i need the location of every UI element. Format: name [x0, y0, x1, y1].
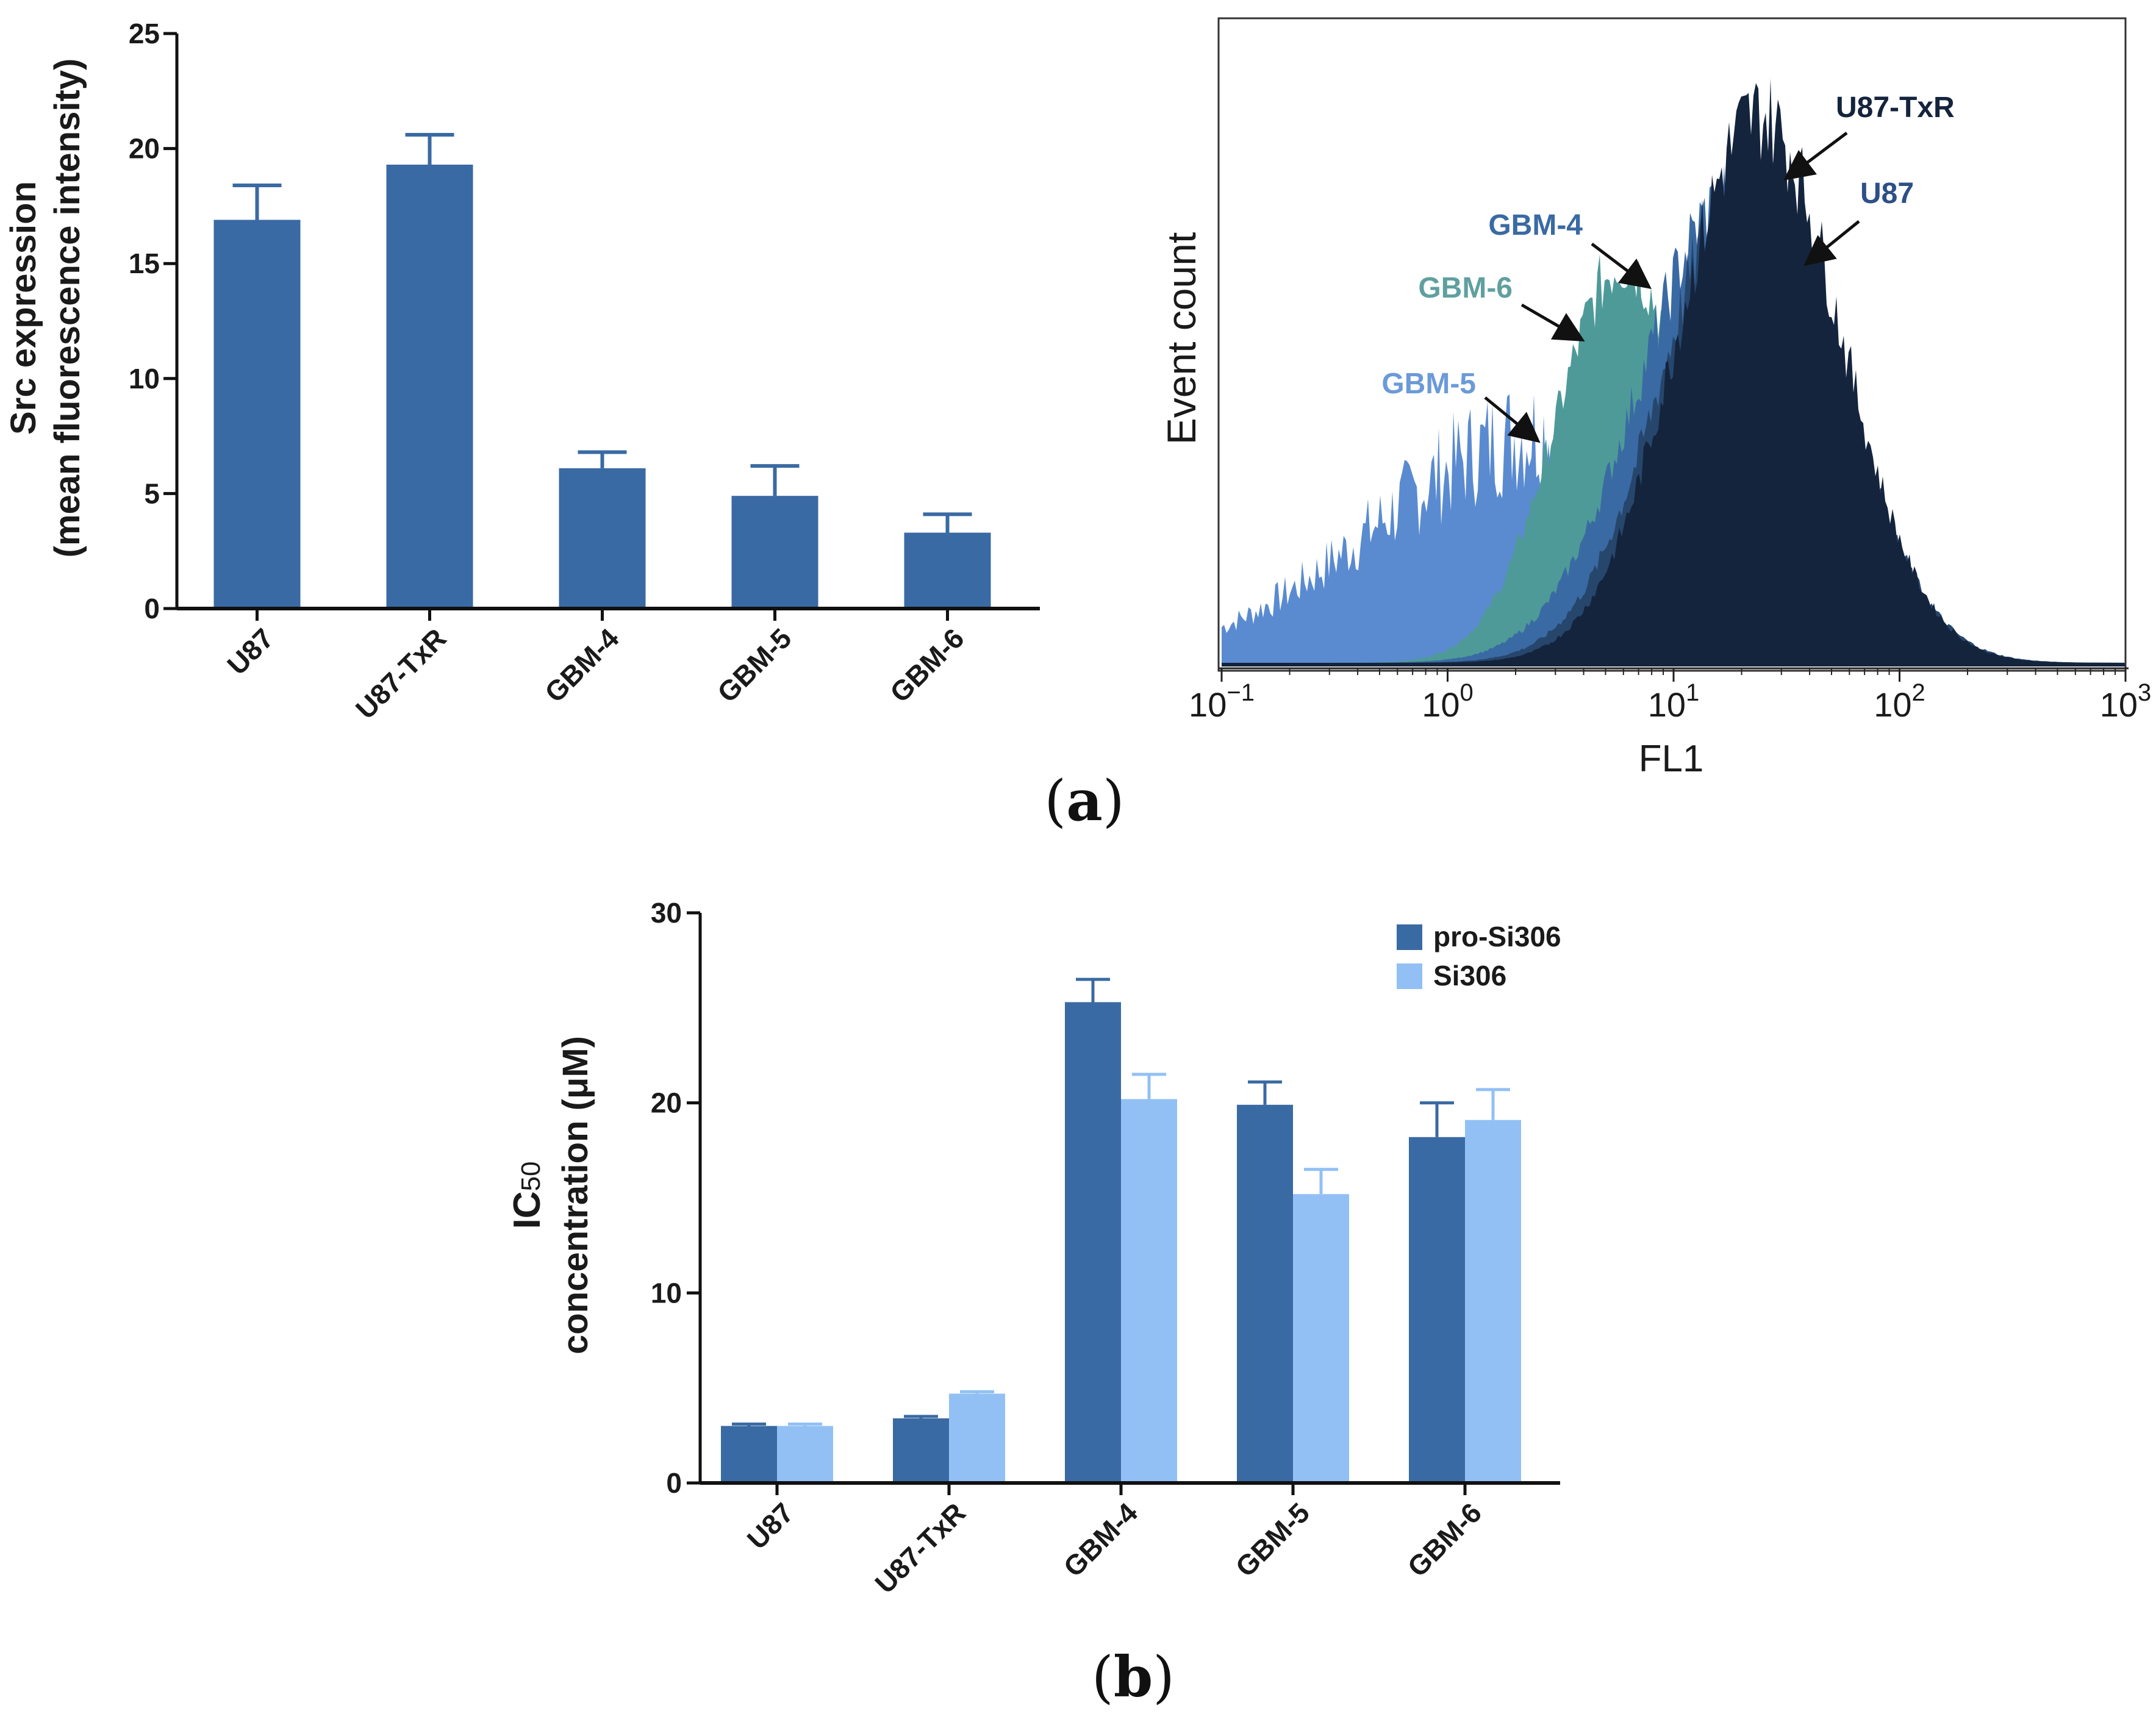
histogram-y-axis-label: Event count — [1159, 232, 1204, 445]
tick-exponent: 0 — [1460, 679, 1474, 706]
tick-exponent: −1 — [1227, 679, 1255, 706]
bar-pro-si306-gbm-6 — [1409, 1137, 1465, 1483]
histogram-x-tick-label-1: 100 — [1422, 679, 1474, 724]
annotation-label-gbm-5: GBM-5 — [1381, 368, 1476, 400]
bar-pro-si306-u87-txr — [893, 1418, 949, 1483]
y-tick-label-20: 20 — [651, 1087, 682, 1119]
x-tick-label-u87: U87 — [741, 1496, 800, 1555]
bar-si306-u87 — [777, 1426, 833, 1483]
x-axis-group: 10−1 100 101 102 103 — [1189, 667, 2152, 724]
histogram-area-u87-txr — [1222, 78, 2126, 666]
histogram-x-tick-label-3: 102 — [1874, 679, 1925, 724]
panel-label-b-text: b — [1114, 1644, 1153, 1710]
x-tick-label-gbm-4: GBM-4 — [539, 622, 625, 709]
svg-text:(b): (b) — [1092, 1644, 1175, 1710]
src-expression-bar-chart: 0 5 10 15 20 25 U87 U87-TxR GBM-4 GBM-5 GBM-6 Src … — [4, 18, 1040, 725]
ic50-ylabel-subscript: 50 — [516, 1162, 546, 1191]
y-tick-label-20: 20 — [129, 133, 160, 165]
histogram-x-tick-label-4: 103 — [2100, 679, 2152, 724]
y-tick-label-30: 30 — [651, 897, 682, 929]
x-tick-label-gbm-6: GBM-6 — [1401, 1496, 1488, 1583]
ic50-ylabel-line2: concentration (μM) — [556, 1036, 595, 1354]
x-tick-label-u87-txr: U87-TxR — [868, 1496, 972, 1599]
ic50-ylabel-main: IC — [506, 1191, 548, 1229]
histogram-x-tick-label-0: 10−1 — [1189, 679, 1255, 724]
annotations-group: U87-TxR U87 GBM-4 GBM-6 GBM-5 — [1381, 91, 1955, 443]
y-tick-label-5: 5 — [144, 477, 160, 509]
annotation-arrow-u87-txr — [1783, 132, 1848, 180]
bar-gbm-5 — [731, 496, 818, 609]
tick-base: 10 — [1648, 685, 1686, 724]
y-axis-label-line1: Src expression — [4, 181, 43, 435]
x-tick-label-gbm-6: GBM-6 — [884, 622, 970, 709]
annotation-arrow-gbm-6 — [1520, 303, 1585, 342]
bar-u87-txr — [386, 165, 473, 609]
annotation-arrow-gbm-4 — [1591, 243, 1652, 290]
bar-pro-si306-u87 — [721, 1426, 777, 1483]
flow-cytometry-histogram: 10−1 100 101 102 103 U87-TxRU87GBM-4GBM-6GBM… — [1159, 17, 2152, 780]
annotation-label-gbm-6: GBM-6 — [1418, 272, 1513, 304]
legend-label-pro-si306: pro-Si306 — [1433, 921, 1561, 952]
legend-label-si306: Si306 — [1433, 960, 1506, 991]
annotation-label-u87-txr: U87-TxR — [1836, 91, 1955, 124]
bars-group — [213, 132, 991, 609]
tick-exponent: 3 — [2138, 679, 2151, 706]
y-tick-label-25: 25 — [129, 18, 160, 49]
histogram-x-axis-label: FL1 — [1639, 738, 1704, 780]
svg-text:IC50: IC50 — [506, 1162, 548, 1229]
bar-gbm-4 — [559, 468, 646, 609]
bar-pro-si306-gbm-5 — [1237, 1104, 1293, 1483]
panel-label-a-text: a — [1066, 768, 1103, 834]
y-axis-label-line2: (mean fluorescence intensity) — [48, 59, 87, 558]
x-tick-label-gbm-5: GBM-5 — [711, 622, 798, 709]
tick-exponent: 2 — [1912, 679, 1925, 706]
annotation-label-u87: U87 — [1860, 177, 1914, 210]
annotation-label-gbm-4: GBM-4 — [1488, 209, 1583, 241]
bars-group — [721, 977, 1521, 1483]
annotation-arrow-gbm-5 — [1484, 396, 1541, 443]
tick-base: 10 — [2100, 685, 2138, 724]
y-tick-label-10: 10 — [651, 1277, 682, 1309]
x-tick-label-gbm-5: GBM-5 — [1229, 1496, 1316, 1583]
x-tick-label-u87-txr: U87-TxR — [349, 622, 453, 725]
ic50-grouped-bar-chart: 0 10 20 30 U87 U87-TxR GBM-4 GBM-5 GBM-6 pro-Si3… — [506, 897, 1561, 1599]
plot-frame — [1217, 17, 2127, 672]
y-tick-label-0: 0 — [144, 593, 160, 624]
x-tick-label-gbm-4: GBM-4 — [1057, 1496, 1144, 1583]
bar-si306-u87-txr — [949, 1393, 1005, 1483]
y-tick-label-15: 15 — [129, 248, 160, 279]
y-tick-label-0: 0 — [666, 1467, 682, 1499]
legend-swatch-si306 — [1397, 963, 1422, 989]
bar-si306-gbm-5 — [1293, 1194, 1349, 1483]
tick-base: 10 — [1422, 685, 1459, 724]
annotation-arrow-u87 — [1803, 220, 1860, 266]
panel-label-b: (b) — [1092, 1644, 1175, 1710]
histogram-x-tick-label-2: 101 — [1648, 679, 1700, 724]
tick-base: 10 — [1189, 685, 1227, 724]
histogram-area-gbm-5 — [1222, 394, 2126, 666]
bar-gbm-6 — [904, 532, 991, 609]
histogram-areas — [1222, 78, 2126, 666]
bar-si306-gbm-6 — [1465, 1120, 1521, 1483]
bar-u87 — [213, 220, 301, 609]
tick-exponent: 1 — [1686, 679, 1699, 706]
tick-base: 10 — [1874, 685, 1911, 724]
panel-label-a: (a) — [1044, 768, 1124, 834]
bar-si306-gbm-4 — [1121, 1099, 1177, 1483]
svg-text:(a): (a) — [1044, 768, 1124, 834]
legend: pro-Si306 Si306 — [1397, 921, 1561, 991]
bar-pro-si306-gbm-4 — [1065, 1002, 1121, 1483]
legend-swatch-pro-si306 — [1397, 924, 1422, 950]
x-tick-label-u87: U87 — [221, 622, 279, 681]
y-tick-label-10: 10 — [129, 363, 160, 395]
